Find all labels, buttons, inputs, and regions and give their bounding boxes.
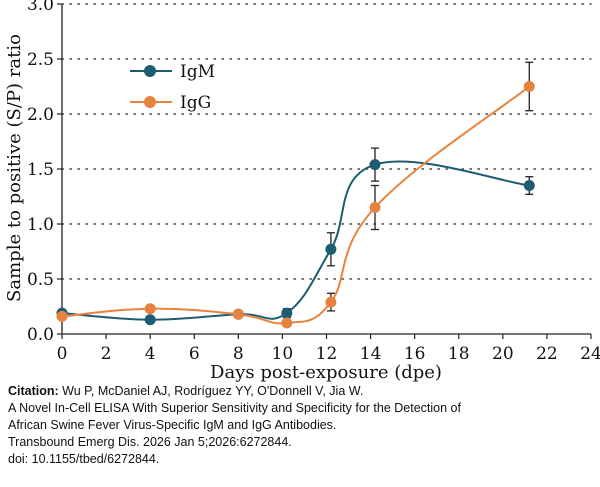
x-tick-label: 8 <box>233 344 244 364</box>
igm-point <box>369 159 381 171</box>
x-tick-label: 0 <box>57 344 68 364</box>
legend-label-igg: IgG <box>180 93 211 113</box>
citation-authors: Wu P, McDaniel AJ, Rodríguez YY, O'Donne… <box>62 384 364 398</box>
igg-point <box>325 296 337 308</box>
y-axis-title: Sample to positive (S/P) ratio <box>4 34 25 302</box>
x-tick-label: 12 <box>316 344 338 364</box>
igg-point <box>369 202 381 213</box>
line-chart: 0 2 4 6 8 10 12 14 16 18 20 22 24 0.00.51.01.52.02.5… <box>4 0 600 382</box>
igg-point <box>144 303 156 315</box>
x-tick-label: 14 <box>360 344 382 364</box>
citation-block: Citation: Wu P, McDaniel AJ, Rodríguez Y… <box>8 383 596 468</box>
x-tick-label: 16 <box>404 344 426 364</box>
y-tick-label: 1.5 <box>27 160 54 180</box>
igg-point <box>232 308 244 320</box>
igm-line <box>61 160 530 321</box>
citation-authors-line: Citation: Wu P, McDaniel AJ, Rodríguez Y… <box>8 383 596 400</box>
data-points <box>56 81 535 329</box>
series-curves <box>61 85 530 325</box>
legend-marker-igm <box>144 65 156 77</box>
x-tick-label: 6 <box>189 344 200 364</box>
y-tick-label: 0.0 <box>27 325 54 345</box>
x-tick-labels: 0 2 4 6 8 10 12 14 16 18 20 22 24 <box>57 334 600 364</box>
y-tick-label: 3.0 <box>27 0 54 15</box>
citation-label: Citation: <box>8 384 59 398</box>
legend-item-igm: IgM <box>130 62 215 82</box>
igm-point <box>144 314 156 326</box>
x-tick-label: 18 <box>448 344 470 364</box>
legend: IgM IgG <box>130 62 215 113</box>
legend-item-igg: IgG <box>130 93 211 113</box>
igg-point <box>281 317 293 329</box>
igg-point <box>56 310 68 322</box>
x-tick-label: 22 <box>536 344 558 364</box>
y-tick-label: 2.0 <box>27 105 54 125</box>
citation-journal: Transbound Emerg Dis. 2026 Jan 5;2026:62… <box>8 435 292 449</box>
legend-label-igm: IgM <box>180 62 215 82</box>
x-axis-title: Days post-exposure (dpe) <box>210 362 442 382</box>
x-tick-label: 4 <box>145 344 156 364</box>
y-tick-label: 1.0 <box>27 215 54 235</box>
igm-point <box>523 180 535 191</box>
legend-marker-igg <box>144 96 156 108</box>
igg-point <box>523 81 535 92</box>
citation-title-line-1: A Novel In-Cell ELISA With Superior Sens… <box>8 401 461 415</box>
citation-doi: doi: 10.1155/tbed/6272844. <box>8 452 160 466</box>
igm-point <box>325 243 337 255</box>
grid-lines <box>61 3 592 280</box>
x-tick-label: 20 <box>492 344 514 364</box>
x-tick-label: 24 <box>580 344 600 364</box>
igm-point <box>281 307 293 319</box>
y-tick-label: 2.5 <box>27 50 54 70</box>
y-tick-label: 0.5 <box>27 270 54 290</box>
x-tick-label: 10 <box>272 344 294 364</box>
x-tick-label: 2 <box>101 344 112 364</box>
igg-line <box>61 85 530 325</box>
citation-title-line-2: African Swine Fever Virus-Specific IgM a… <box>8 418 337 432</box>
y-tick-labels: 0.0 0.5 1.0 1.5 2.0 2.5 3.0 <box>27 0 62 345</box>
